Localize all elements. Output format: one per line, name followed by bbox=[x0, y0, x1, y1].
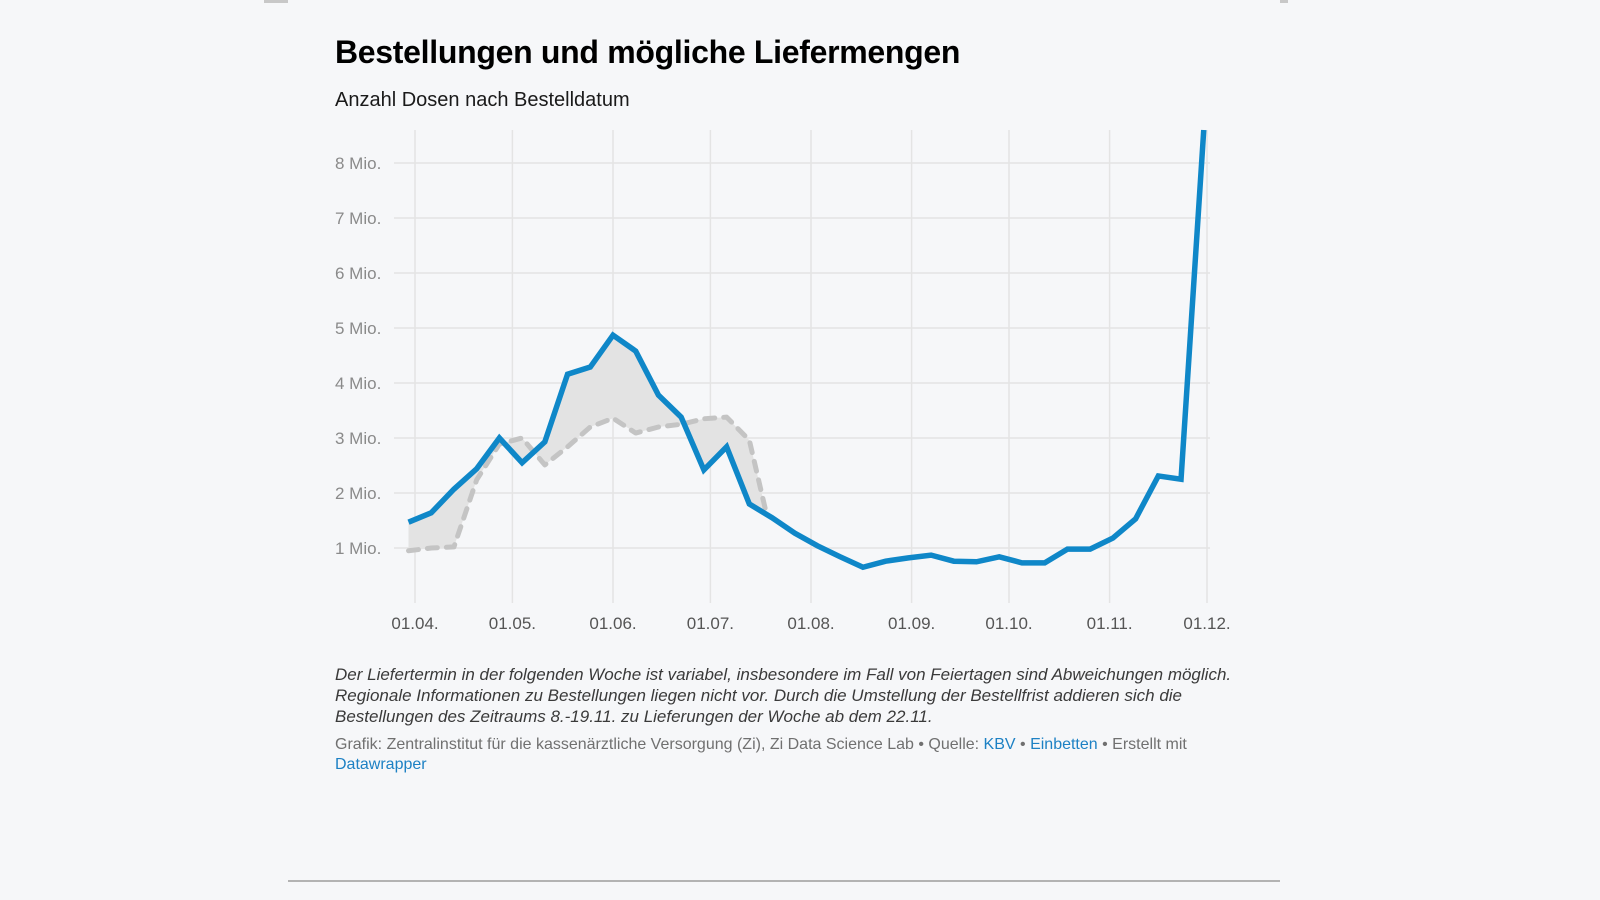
bottom-divider bbox=[288, 880, 1280, 882]
x-tick-label: 01.05. bbox=[489, 614, 536, 633]
x-axis-ticks: 01.04. 01.05. 01.06. 01.07. 01.08. 01.09. 01.1… bbox=[391, 614, 1230, 633]
byline-separator: • bbox=[1015, 736, 1031, 753]
embed-link[interactable]: Einbetten bbox=[1030, 736, 1098, 753]
y-axis-ticks: 1 Mio. 2 Mio. 3 Mio. 4 Mio. 5 Mio. 6 Mio. 7 Mi… bbox=[335, 154, 381, 558]
series-bestellungen bbox=[407, 129, 1207, 571]
top-left-marker bbox=[264, 0, 288, 3]
source-link-kbv[interactable]: KBV bbox=[983, 736, 1016, 753]
y-tick-label: 2 Mio. bbox=[335, 484, 381, 503]
x-tick-label: 01.11. bbox=[1087, 614, 1133, 633]
byline-created-with: • Erstellt mit bbox=[1097, 736, 1187, 753]
y-tick-label: 1 Mio. bbox=[335, 539, 381, 558]
y-tick-label: 3 Mio. bbox=[335, 429, 381, 448]
chart-subtitle: Anzahl Dosen nach Bestelldatum bbox=[335, 89, 630, 111]
x-tick-label: 01.09. bbox=[888, 614, 935, 633]
y-tick-label: 6 Mio. bbox=[335, 264, 381, 283]
grid bbox=[394, 130, 1210, 603]
byline-prefix: Grafik: Zentralinstitut für die kassenär… bbox=[335, 736, 984, 753]
x-tick-label: 01.06. bbox=[589, 614, 636, 633]
chart-title: Bestellungen und mögliche Liefermengen bbox=[335, 34, 961, 70]
x-tick-label: 01.08. bbox=[787, 614, 834, 633]
y-tick-label: 7 Mio. bbox=[335, 209, 381, 228]
x-tick-label: 01.12. bbox=[1183, 614, 1230, 633]
y-tick-label: 8 Mio. bbox=[335, 154, 381, 173]
top-right-marker bbox=[1280, 0, 1288, 3]
y-tick-label: 5 Mio. bbox=[335, 319, 381, 338]
x-tick-label: 01.10. bbox=[985, 614, 1032, 633]
chart-notes: Der Liefertermin in der folgenden Woche … bbox=[335, 665, 1232, 726]
series-liefermengen bbox=[406, 414, 769, 554]
x-tick-label: 01.04. bbox=[391, 614, 438, 633]
x-tick-label: 01.07. bbox=[687, 614, 734, 633]
chart-byline: Grafik: Zentralinstitut für die kassenär… bbox=[335, 735, 1240, 775]
y-tick-label: 4 Mio. bbox=[335, 374, 381, 393]
series-lines bbox=[406, 129, 1207, 571]
datawrapper-link[interactable]: Datawrapper bbox=[335, 756, 427, 773]
